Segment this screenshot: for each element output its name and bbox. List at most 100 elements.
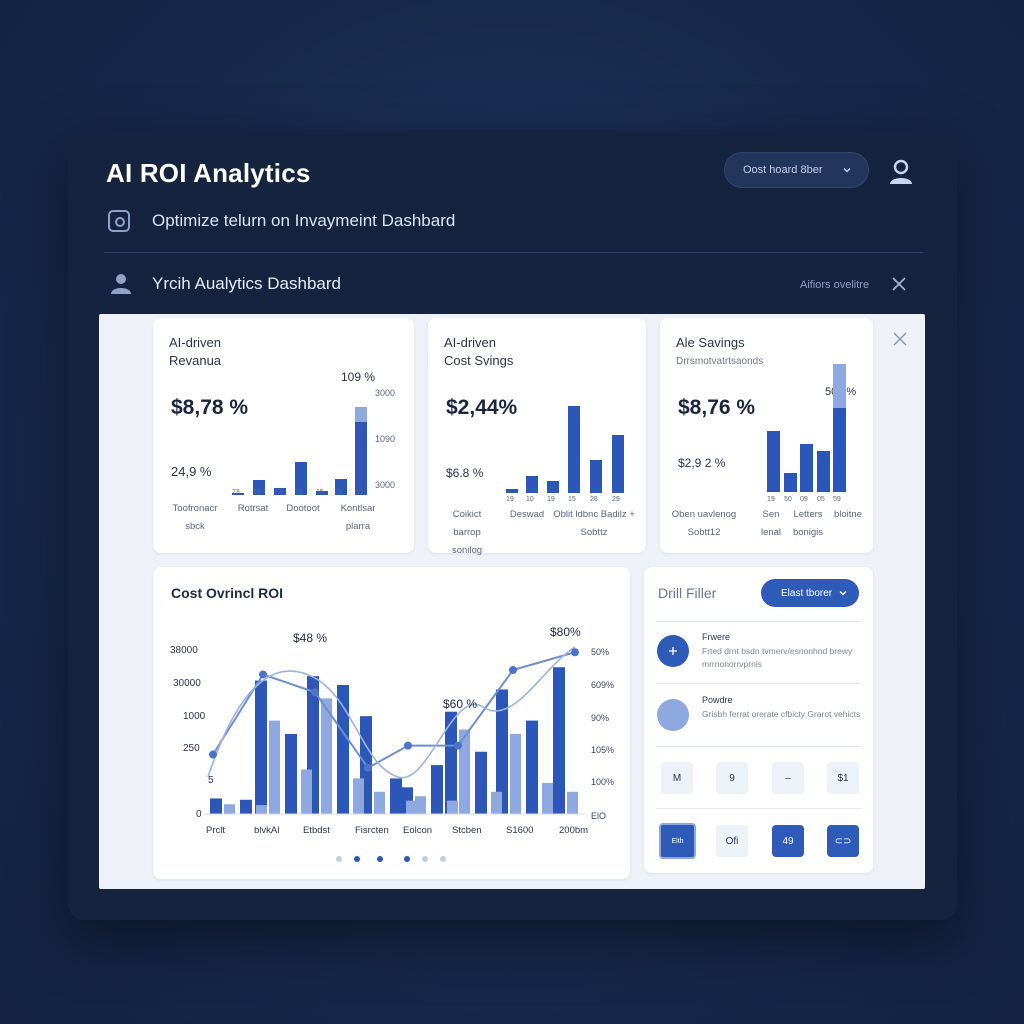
chart-bar xyxy=(285,733,297,814)
kpi-tick-label: 05 xyxy=(817,496,825,503)
chart-annotation: $80% xyxy=(550,625,581,639)
filter-tile[interactable]: Ofi xyxy=(716,825,748,857)
y-tick-label-right: ElO xyxy=(591,811,607,821)
chart-bar xyxy=(390,778,402,814)
kpi-card-revenue: AI-driven Revanua 109 % $8,78 % 24,9 % 3… xyxy=(153,318,414,553)
filter-tile[interactable]: 49 xyxy=(772,825,804,857)
filter-tile[interactable]: Elth xyxy=(659,823,696,859)
chart-annotation: $60 % xyxy=(443,697,478,711)
y-tick-label-right: 105% xyxy=(591,745,615,755)
user-profile-icon[interactable] xyxy=(888,158,914,186)
y-tick-label-right: 609% xyxy=(591,680,615,690)
kpi-peak-label: 109 % xyxy=(341,370,376,384)
kpi-tick-label: 15 xyxy=(316,489,324,496)
chart-bar xyxy=(459,729,470,814)
pagination-dot[interactable] xyxy=(336,856,342,862)
chart-bar xyxy=(374,791,385,814)
kpi-footer: Coikict barrop sonilog xyxy=(438,506,496,560)
kpi-small-value: $6.8 % xyxy=(446,466,484,480)
kpi-footer-line: Deswad xyxy=(509,509,545,520)
kpi-footer: Kontlsar plarra xyxy=(333,500,383,536)
y-tick-label: 38000 xyxy=(170,645,198,656)
chart-bar xyxy=(337,685,349,814)
kpi-footer: Toofronacr sbck xyxy=(165,500,225,536)
chart-point xyxy=(364,763,372,772)
chart-point xyxy=(454,741,462,750)
kpi-bar xyxy=(526,475,538,493)
dashboard-title: Yrcih Aualytics Dashbard xyxy=(152,274,341,293)
chart-bar xyxy=(567,791,578,814)
pagination-dot[interactable] xyxy=(377,856,383,862)
chart-title: Cost Ovrincl ROI xyxy=(171,585,284,601)
dashboard-options-link[interactable]: Aifiors ovelitre xyxy=(800,279,870,291)
filter-row-desc: Frted drnt bsdn tvmerv/esnonhnd brewy mr… xyxy=(702,646,853,669)
header-divider xyxy=(104,252,923,253)
chart-point xyxy=(209,750,217,759)
filter-tile[interactable]: ⊂⊃ xyxy=(827,825,859,857)
person-icon xyxy=(111,274,131,294)
kpi-footer-line: Oblit ldbnc Badilz + xyxy=(553,509,635,520)
drill-title: Drill Filler xyxy=(658,585,717,601)
chart-bar xyxy=(431,765,443,814)
y-tick-label: 5 xyxy=(208,775,214,786)
kpi-bar xyxy=(784,473,797,492)
x-tick-label: 200bm xyxy=(559,825,589,836)
cost-roi-chart-card: Cost Ovrincl ROI 38000 30000 1000 250 5 0 50%… xyxy=(153,567,630,879)
filter-row-title: Powdre xyxy=(702,695,733,705)
drill-button-label: Elast tborer xyxy=(781,587,833,599)
pagination-dot[interactable] xyxy=(440,856,446,862)
kpi-title-line: Ale Savings xyxy=(676,335,745,350)
kpi-footer-line: Sobtt12 xyxy=(687,527,721,538)
kpi-title: Ale Savings xyxy=(676,334,745,352)
pagination-dot[interactable] xyxy=(354,856,360,862)
chart-bar xyxy=(475,751,487,814)
axis-label: 3000 xyxy=(375,480,396,490)
kpi-bar xyxy=(355,407,367,423)
kpi-tick-label: 19 xyxy=(547,496,555,503)
kpi-tick-label: 12 xyxy=(274,489,282,496)
kpi-bar xyxy=(295,462,307,495)
y-tick-label: 0 xyxy=(196,809,202,820)
kpi-bar xyxy=(817,451,830,492)
kpi-title: AI-driven Cost Svings xyxy=(444,334,513,370)
kpi-bar xyxy=(253,479,265,495)
chart-bar xyxy=(301,769,312,814)
kpi-footer-line: Toofronacr xyxy=(172,503,218,514)
filter-tile[interactable]: 9 xyxy=(716,762,748,794)
kpi-small-value: 24,9 % xyxy=(171,464,212,479)
chart-point xyxy=(259,670,267,679)
kpi-footer: bloitne xyxy=(830,506,866,524)
kpi-footer-line: Coikict barrop xyxy=(452,509,482,538)
kpi-title-line: Revanua xyxy=(169,353,222,368)
chart-bar xyxy=(256,805,267,814)
filter-plus-button[interactable] xyxy=(657,635,689,667)
chart-line xyxy=(212,651,576,770)
pagination-dot[interactable] xyxy=(422,856,428,862)
kpi-tick-label: 50 xyxy=(784,496,792,503)
chart-point xyxy=(311,688,319,697)
kpi-footer-line: Oben uavlenog xyxy=(671,509,737,520)
filter-tile[interactable]: M xyxy=(661,762,693,794)
close-icon[interactable] xyxy=(893,332,907,346)
chart-bar xyxy=(269,720,280,814)
plus-icon xyxy=(669,647,677,655)
x-tick-label: S1600 xyxy=(506,825,534,836)
filter-tile[interactable]: $1 xyxy=(827,762,859,794)
kpi-tick-label: 15 xyxy=(253,489,261,496)
drill-dropdown-button[interactable]: Elast tborer xyxy=(761,579,859,607)
chart-annotation: $48 % xyxy=(293,631,328,645)
kpi-small-value: $2,9 2 % xyxy=(678,456,726,470)
kpi-tick-label: 29 xyxy=(612,496,620,503)
app-title: AI ROI Analytics xyxy=(106,158,311,188)
pagination-dot[interactable] xyxy=(404,856,410,862)
close-icon[interactable] xyxy=(891,276,907,292)
kpi-tick-label: 59 xyxy=(833,496,841,503)
kpi-bar xyxy=(568,406,580,493)
chart-bar xyxy=(406,800,417,814)
dashboard-select[interactable]: Oost hoard 8ber xyxy=(724,152,869,188)
filter-tile[interactable]: – xyxy=(772,762,804,794)
separator xyxy=(656,808,861,809)
kpi-footer-line: plarra xyxy=(345,521,371,532)
filter-toggle-circle[interactable] xyxy=(657,699,689,731)
kpi-footer: Sen lenal xyxy=(754,506,788,542)
